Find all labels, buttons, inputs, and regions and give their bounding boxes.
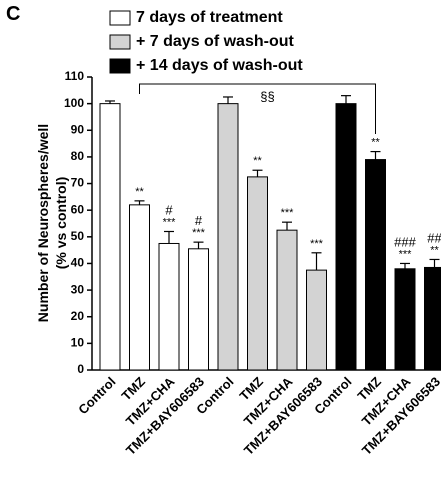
- bar: [394, 268, 416, 371]
- comparison-bracket: [139, 83, 376, 134]
- y-tick-label: 80: [71, 149, 85, 163]
- significance-stars: **: [371, 137, 380, 149]
- bracket-label: §§: [260, 89, 274, 104]
- significance-hash: #: [195, 213, 203, 228]
- legend-swatch: [109, 34, 131, 50]
- y-tick-label: 50: [71, 229, 85, 243]
- legend-label: + 14 days of wash-out: [136, 57, 303, 74]
- y-tick-label: 10: [71, 336, 85, 350]
- legend-label: 7 days of treatment: [136, 9, 283, 26]
- y-tick-label: 40: [71, 256, 85, 270]
- y-axis-title-line: (% vs control): [53, 177, 69, 270]
- significance-stars: ***: [163, 216, 177, 228]
- y-tick-label: 20: [71, 309, 85, 323]
- bar: [424, 266, 441, 371]
- y-tick-label: 0: [77, 362, 84, 376]
- bar: [276, 229, 298, 371]
- bar: [306, 269, 327, 371]
- x-tick-label: Control: [75, 374, 118, 417]
- panel-label: C: [6, 3, 20, 25]
- significance-stars: ***: [281, 207, 295, 219]
- legend-swatch: [109, 10, 131, 26]
- bar: [129, 204, 150, 371]
- y-tick-label: 70: [71, 176, 85, 190]
- y-tick-label: 100: [64, 96, 84, 110]
- y-tick-label: 90: [71, 122, 85, 136]
- x-tick-label-group: Control: [75, 374, 118, 417]
- significance-stars: **: [253, 155, 262, 167]
- bar: [188, 248, 209, 371]
- significance-hash: ###: [394, 234, 416, 249]
- bar: [335, 103, 357, 371]
- significance-hash: ##: [427, 230, 441, 245]
- bar: [99, 103, 121, 371]
- bar: [158, 242, 180, 371]
- legend-swatch: [109, 58, 131, 74]
- significance-stars: **: [430, 244, 439, 256]
- significance-stars: ***: [310, 238, 324, 250]
- legend-label: + 7 days of wash-out: [136, 33, 294, 50]
- significance-hash: #: [165, 202, 173, 217]
- significance-stars: **: [135, 186, 144, 198]
- y-axis-title-line: Number of Neurospheres/well: [35, 124, 51, 322]
- y-axis-title: Number of Neurospheres/well (% vs contro…: [35, 124, 69, 322]
- bar: [247, 176, 268, 371]
- y-tick-label: 30: [71, 282, 85, 296]
- y-tick-label: 110: [65, 69, 85, 83]
- significance-stars: ***: [192, 227, 206, 239]
- significance-stars: ***: [399, 248, 413, 260]
- bar: [217, 103, 239, 371]
- y-tick-label: 60: [71, 202, 85, 216]
- bar: [365, 159, 386, 371]
